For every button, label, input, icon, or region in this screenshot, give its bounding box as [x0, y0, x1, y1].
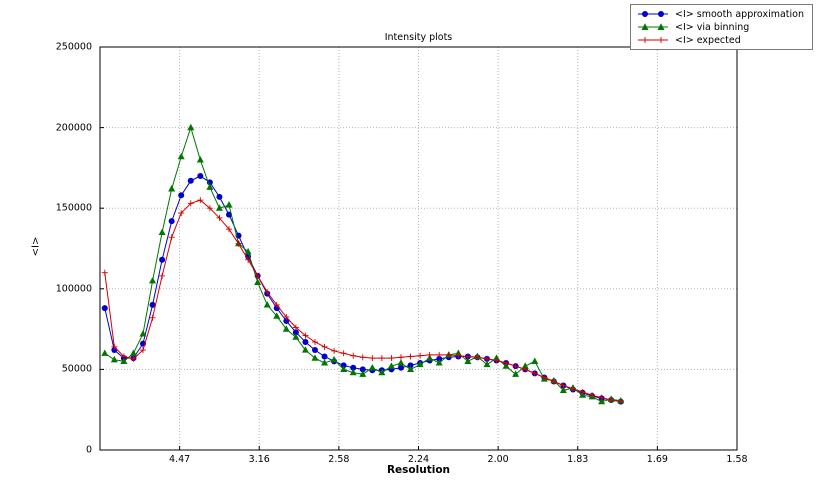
- x-tick-label: 3.16: [248, 454, 270, 465]
- y-tick-label: 250000: [55, 41, 92, 53]
- legend: <I> smooth approximation <I> via binning…: [630, 4, 813, 50]
- triangle-marker-icon: [636, 21, 670, 33]
- legend-label-smooth: <I> smooth approximation: [675, 8, 804, 20]
- y-tick-label: 200000: [55, 122, 92, 134]
- x-tick-labels: 4.47 3.16 2.58 2.24 2.00 1.83 1.69 1.58: [0, 454, 817, 468]
- x-tick-label: 1.69: [646, 454, 668, 465]
- x-tick-label: 4.47: [169, 454, 191, 465]
- x-tick-label: 2.58: [328, 454, 350, 465]
- legend-item-expected: <I> expected: [636, 34, 804, 46]
- y-tick-label: 0: [85, 444, 92, 456]
- circle-marker-icon: [636, 8, 670, 20]
- legend-label-expected: <I> expected: [675, 34, 741, 46]
- x-axis-label: Resolution: [386, 464, 451, 476]
- y-tick-label: 50000: [61, 363, 92, 375]
- plus-marker-icon: [636, 34, 670, 46]
- x-tick-label: 2.24: [407, 454, 430, 465]
- x-tick-label: 1.83: [567, 454, 589, 465]
- y-tick-labels: 0 50000 100000 150000 200000 250000: [0, 0, 95, 492]
- legend-item-smooth: <I> smooth approximation: [636, 8, 804, 20]
- y-tick-label: 100000: [55, 283, 92, 295]
- x-tick-label: 1.58: [726, 454, 748, 465]
- chart-title: Intensity plots: [384, 32, 453, 43]
- legend-item-binning: <I> via binning: [636, 21, 804, 33]
- legend-label-binning: <I> via binning: [675, 21, 750, 33]
- y-tick-label: 150000: [55, 202, 92, 214]
- x-tick-label: 2.00: [487, 454, 509, 465]
